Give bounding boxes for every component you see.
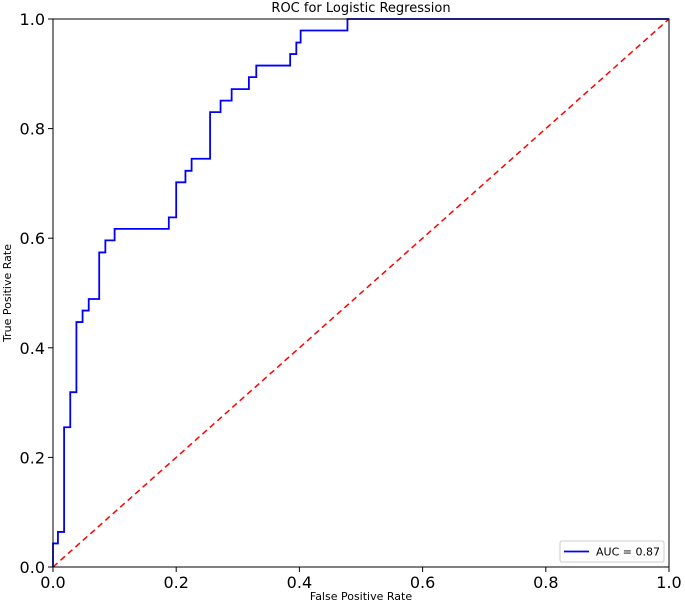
legend-label: AUC = 0.87 <box>596 546 660 559</box>
y-axis-label: True Positive Rate <box>1 244 14 343</box>
x-tick-label: 0.8 <box>533 573 558 592</box>
x-tick-label: 0.0 <box>40 573 65 592</box>
plot-frame <box>52 18 670 568</box>
x-tick-label: 0.6 <box>410 573 435 592</box>
y-axis: 0.0 0.2 0.4 0.6 0.8 1.0 <box>20 10 53 577</box>
y-tick-label: 1.0 <box>20 10 45 29</box>
y-tick-label: 0.2 <box>20 448 45 467</box>
x-tick-label: 1.0 <box>656 573 681 592</box>
y-tick-label: 0.0 <box>20 558 45 577</box>
y-tick-label: 0.8 <box>20 120 45 139</box>
series-layer <box>52 18 670 568</box>
x-tick-label: 0.2 <box>163 573 188 592</box>
legend: AUC = 0.87 <box>559 540 665 563</box>
chart-title: ROC for Logistic Regression <box>271 1 450 16</box>
x-tick-label: 0.4 <box>287 573 312 592</box>
y-tick-label: 0.4 <box>20 339 45 358</box>
chance-diagonal-line <box>52 18 670 568</box>
x-axis: 0.0 0.2 0.4 0.6 0.8 1.0 <box>40 567 682 592</box>
x-axis-label: False Positive Rate <box>310 590 412 603</box>
roc-curve-line <box>52 18 669 567</box>
legend-box <box>559 540 665 563</box>
y-tick-label: 0.6 <box>20 229 45 248</box>
